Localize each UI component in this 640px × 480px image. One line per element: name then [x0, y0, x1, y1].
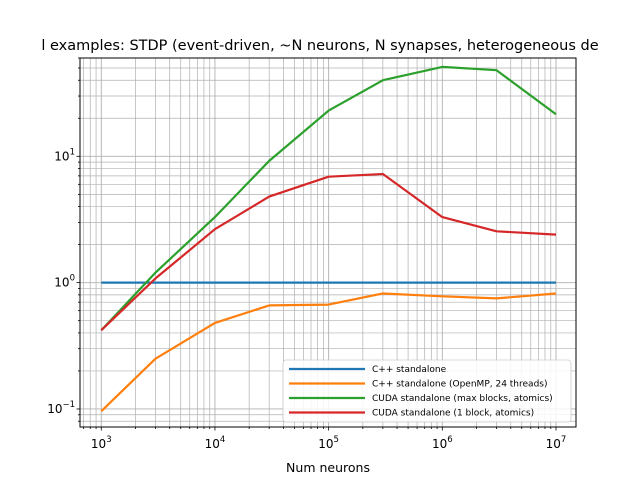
legend: C++ standalone C++ standalone (OpenMP, 24… — [282, 359, 572, 423]
y-tick-label: 101 — [54, 147, 75, 163]
y-tick-label: 100 — [54, 274, 75, 290]
x-tick-label: 104 — [205, 435, 226, 451]
legend-label: C++ standalone — [372, 365, 447, 375]
series-line-cuda-standalone-max-blocks-atomics — [100, 65, 557, 331]
y-tick-label: 10−1 — [47, 400, 75, 416]
chart-title: l examples: STDP (event-driven, ~N neuro… — [41, 38, 598, 54]
series-line-cuda-standalone-1-block-atomics — [100, 172, 557, 331]
legend-label: CUDA standalone (max blocks, atomics) — [372, 394, 553, 404]
legend-label: CUDA standalone (1 block, atomics) — [372, 409, 534, 419]
series-lines — [100, 65, 557, 412]
x-tick-label: 103 — [91, 435, 112, 451]
x-tick-label: 105 — [318, 435, 339, 451]
series-line-c-standalone-openmp-24-threads — [100, 292, 557, 412]
legend-label: C++ standalone (OpenMP, 24 threads) — [372, 380, 547, 390]
x-tick-label: 107 — [546, 435, 567, 451]
x-axis-label: Num neurons — [286, 460, 370, 475]
x-tick-label: 106 — [432, 435, 453, 451]
axes-frame — [79, 57, 577, 428]
axis-ticks: 103 104 105 106 107 10−1 100 101 — [47, 57, 567, 451]
legend-box — [282, 359, 572, 423]
